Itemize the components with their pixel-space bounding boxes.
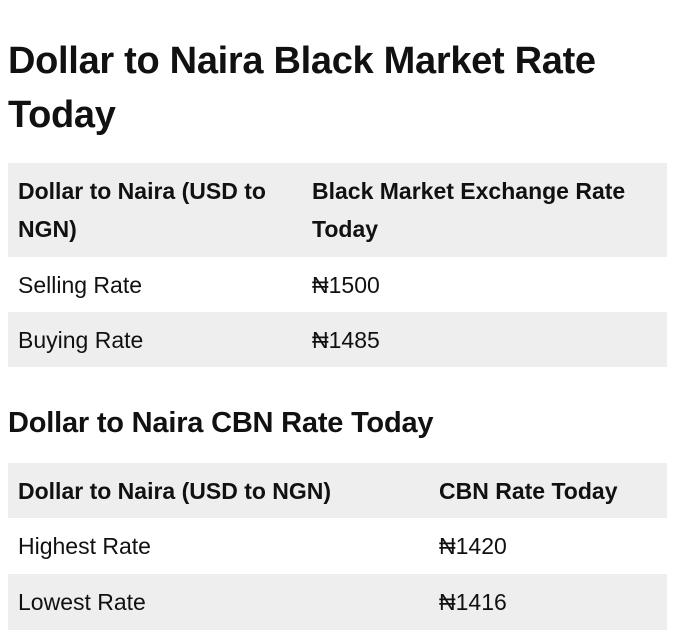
- column-header-cbn-rate: CBN Rate Today: [439, 477, 618, 504]
- article-content: Dollar to Naira Black Market Rate Today …: [8, 0, 667, 630]
- table-row: Buying Rate ₦1485: [8, 312, 667, 367]
- cbn-heading: Dollar to Naira CBN Rate Today: [8, 407, 434, 439]
- row-value-lowest-rate: ₦1416: [439, 589, 507, 615]
- row-label-buying-rate: Buying Rate: [18, 326, 144, 353]
- row-value-buying-rate: ₦1485: [312, 326, 380, 353]
- column-header-usd-ngn: Dollar to Naira (USD to NGN): [18, 477, 332, 504]
- black-market-heading: Dollar to Naira Black Market Rate Today: [8, 40, 596, 136]
- row-value-selling-rate: ₦1500: [312, 271, 380, 298]
- row-label-selling-rate: Selling Rate: [18, 271, 143, 298]
- table-row: Lowest Rate ₦1416: [8, 574, 667, 630]
- row-label-highest-rate: Highest Rate: [18, 533, 151, 559]
- black-market-table: Dollar to Naira (USD to NGN) Black Marke…: [8, 163, 667, 367]
- table-row: Selling Rate ₦1500: [8, 257, 667, 312]
- table-header-row: Dollar to Naira (USD to NGN) CBN Rate To…: [8, 463, 667, 518]
- table-row: Highest Rate ₦1420: [8, 518, 667, 574]
- row-value-highest-rate: ₦1420: [439, 533, 507, 559]
- table-header-row: Dollar to Naira (USD to NGN) Black Marke…: [8, 163, 667, 257]
- cbn-table: Dollar to Naira (USD to NGN) CBN Rate To…: [8, 463, 667, 630]
- column-header-usd-ngn: Dollar to Naira (USD to NGN): [18, 178, 266, 242]
- column-header-black-market-rate: Black Market Exchange Rate Today: [312, 178, 626, 242]
- row-label-lowest-rate: Lowest Rate: [18, 589, 146, 615]
